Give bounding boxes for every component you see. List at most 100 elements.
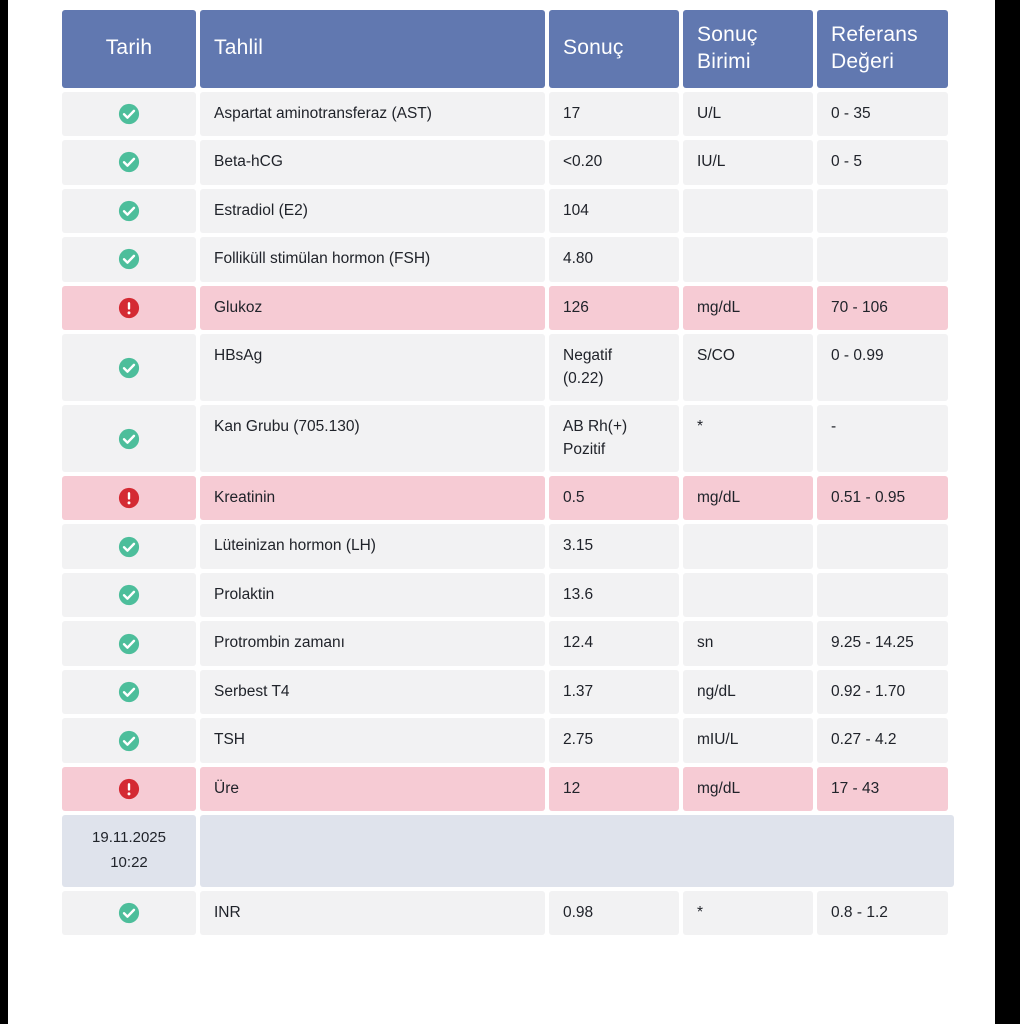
separator-filler [200,815,954,887]
cell-reference-range: - [817,405,948,472]
cell-result-unit [683,572,813,618]
cell-test-name: Prolaktin [200,572,545,618]
cell-result-unit: mg/dL [683,475,813,521]
check-circle-icon [118,103,140,125]
cell-result-value: 0.98 [549,890,679,936]
status-badge [62,405,196,472]
cell-result-value: 13.6 [549,572,679,618]
table-row[interactable]: Prolaktin 13.6 [62,572,954,618]
cell-result-value: 12.4 [549,621,679,666]
column-header-unit: Sonuç Birimi [683,10,813,88]
cell-test-name: Aspartat aminotransferaz (AST) [200,91,545,137]
table-row[interactable]: Aspartat aminotransferaz (AST) 17 U/L 0 - 3… [62,91,954,137]
status-badge [62,91,196,137]
cell-test-name: Kan Grubu (705.130) [200,405,545,472]
table-row[interactable]: Estradiol (E2) 104 [62,188,954,234]
cell-result-unit: IU/L [683,140,813,185]
cell-test-name: Serbest T4 [200,669,545,715]
table-header-row: Tarih Tahlil Sonuç Sonuç Birimi Referans… [62,10,954,88]
cell-test-name: Beta-hCG [200,140,545,185]
status-badge [62,475,196,521]
status-badge [62,718,196,763]
status-badge [62,766,196,812]
table-row[interactable]: Beta-hCG <0.20 IU/L 0 - 5 [62,140,954,185]
cell-reference-range: 0 - 0.99 [817,334,948,402]
cell-reference-range: 17 - 43 [817,766,948,812]
cell-result-value: 126 [549,285,679,331]
table-row[interactable]: Protrombin zamanı 12.4 sn 9.25 - 14.25 [62,621,954,666]
cell-result-unit [683,524,813,569]
cell-reference-range: 0.51 - 0.95 [817,475,948,521]
table-row[interactable]: TSH 2.75 mIU/L 0.27 - 4.2 [62,718,954,763]
check-circle-icon [118,249,140,270]
check-circle-icon [118,633,140,654]
status-badge [62,890,196,936]
alert-circle-icon [118,778,140,800]
cell-test-name: Protrombin zamanı [200,621,545,666]
status-badge [62,524,196,569]
cell-result-value: 17 [549,91,679,137]
table-row[interactable]: HBsAg Negatif (0.22) S/CO 0 - 0.99 [62,334,954,402]
lab-results-table: Tarih Tahlil Sonuç Sonuç Birimi Referans… [62,10,954,939]
cell-result-unit: U/L [683,91,813,137]
cell-test-name: Lüteinizan hormon (LH) [200,524,545,569]
table-body: Aspartat aminotransferaz (AST) 17 U/L 0 - 3… [62,91,954,936]
table-row[interactable]: Lüteinizan hormon (LH) 3.15 [62,524,954,569]
cell-result-value: AB Rh(+) Pozitif [549,405,679,472]
cell-result-unit: mg/dL [683,766,813,812]
cell-reference-range: 9.25 - 14.25 [817,621,948,666]
table-row[interactable]: Üre 12 mg/dL 17 - 43 [62,766,954,812]
alert-circle-icon [118,297,140,318]
status-badge [62,572,196,618]
cell-result-unit: * [683,405,813,472]
table-row[interactable]: Kreatinin 0.5 mg/dL 0.51 - 0.95 [62,475,954,521]
table-row[interactable]: Serbest T4 1.37 ng/dL 0.92 - 1.70 [62,669,954,715]
cell-result-value: 4.80 [549,237,679,282]
check-circle-icon [118,200,140,222]
cell-result-unit: S/CO [683,334,813,402]
lab-results-page: Tarih Tahlil Sonuç Sonuç Birimi Referans… [8,0,995,1024]
cell-reference-range [817,572,948,618]
separator-date: 19.11.2025 10:22 [62,815,196,887]
status-badge [62,237,196,282]
cell-test-name: Folliküll stimülan hormon (FSH) [200,237,545,282]
cell-result-unit [683,237,813,282]
cell-test-name: Estradiol (E2) [200,188,545,234]
cell-result-unit: * [683,890,813,936]
column-header-date: Tarih [62,10,196,88]
check-circle-icon [118,536,140,557]
table-row[interactable]: Glukoz 126 mg/dL 70 - 106 [62,285,954,331]
cell-test-name: Üre [200,766,545,812]
cell-result-unit: mIU/L [683,718,813,763]
cell-result-value: 3.15 [549,524,679,569]
cell-reference-range: 0.8 - 1.2 [817,890,948,936]
cell-result-unit [683,188,813,234]
status-badge [62,621,196,666]
check-circle-icon [118,428,140,449]
cell-result-value: Negatif (0.22) [549,334,679,402]
cell-test-name: Glukoz [200,285,545,331]
cell-result-unit: ng/dL [683,669,813,715]
cell-result-value: 0.5 [549,475,679,521]
table-row[interactable]: Folliküll stimülan hormon (FSH) 4.80 [62,237,954,282]
cell-reference-range: 70 - 106 [817,285,948,331]
cell-test-name: Kreatinin [200,475,545,521]
check-circle-icon [118,152,140,173]
cell-reference-range [817,188,948,234]
cell-test-name: HBsAg [200,334,545,402]
check-circle-icon [118,357,140,378]
cell-test-name: INR [200,890,545,936]
cell-result-value: <0.20 [549,140,679,185]
cell-reference-range: 0.92 - 1.70 [817,669,948,715]
table-row[interactable]: INR 0.98 * 0.8 - 1.2 [62,890,954,936]
check-circle-icon [118,585,140,606]
cell-result-value: 12 [549,766,679,812]
status-badge [62,188,196,234]
table-row[interactable]: Kan Grubu (705.130) AB Rh(+) Pozitif * - [62,405,954,472]
status-badge [62,285,196,331]
status-badge [62,334,196,402]
cell-result-value: 1.37 [549,669,679,715]
cell-reference-range: 0.27 - 4.2 [817,718,948,763]
check-circle-icon [118,902,140,924]
alert-circle-icon [118,488,140,509]
